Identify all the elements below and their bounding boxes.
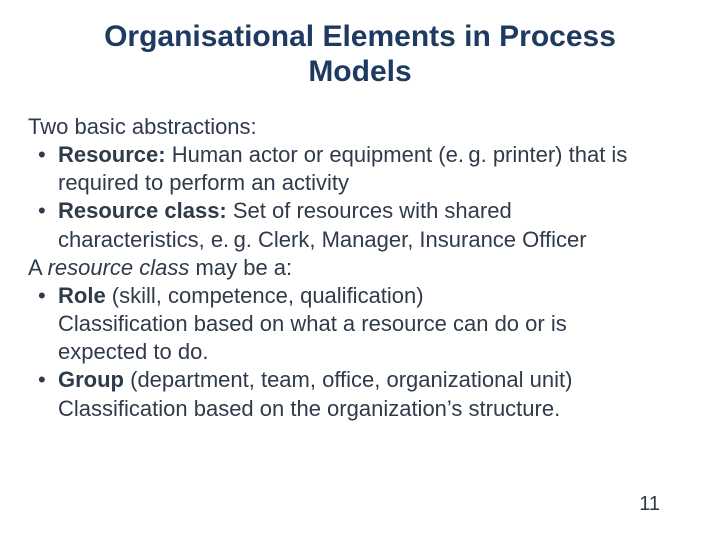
term-resource-class: Resource class: [58, 198, 227, 223]
intro-resource-class-types: A resource class may be a: [28, 254, 690, 282]
term-role: Role [58, 283, 106, 308]
desc-role-1: Classification based on what a resource … [58, 311, 567, 336]
term-resource: Resource: [58, 142, 166, 167]
term-group: Group [58, 367, 124, 392]
desc-role-2: expected to do. [58, 339, 208, 364]
intro2-post: may be a: [189, 255, 292, 280]
title-line-1: Organisational Elements in Process [104, 20, 616, 53]
title-line-2: Models [308, 55, 411, 88]
paren-role: (skill, competence, qualification) [106, 283, 424, 308]
slide-title: Organisational Elements in Process Model… [0, 0, 720, 89]
paren-group: (department, team, office, organizationa… [124, 367, 572, 392]
intro-abstractions: Two basic abstractions: [28, 113, 690, 141]
intro2-pre: A [28, 255, 48, 280]
bullet-resource-class: Resource class: Set of resources with sh… [28, 197, 690, 253]
bullet-list-abstractions: Resource: Human actor or equipment (e. g… [28, 141, 690, 254]
text-resource-class-2: characteristics, e. g. Clerk, Manager, I… [58, 227, 587, 252]
text-resource-1: Human actor or equipment (e. g. printer)… [166, 142, 628, 167]
text-resource-2: required to perform an activity [58, 170, 349, 195]
desc-group-1: Classification based on the organization… [58, 396, 560, 421]
bullet-group: Group (department, team, office, organiz… [28, 366, 690, 422]
intro2-em: resource class [48, 255, 190, 280]
bullet-resource: Resource: Human actor or equipment (e. g… [28, 141, 690, 197]
bullet-role: Role (skill, competence, qualification) … [28, 282, 690, 366]
slide-body: Two basic abstractions: Resource: Human … [0, 89, 720, 423]
bullet-list-class-types: Role (skill, competence, qualification) … [28, 282, 690, 423]
text-resource-class-1: Set of resources with shared [227, 198, 512, 223]
slide: Organisational Elements in Process Model… [0, 0, 720, 540]
page-number: 11 [639, 493, 660, 516]
